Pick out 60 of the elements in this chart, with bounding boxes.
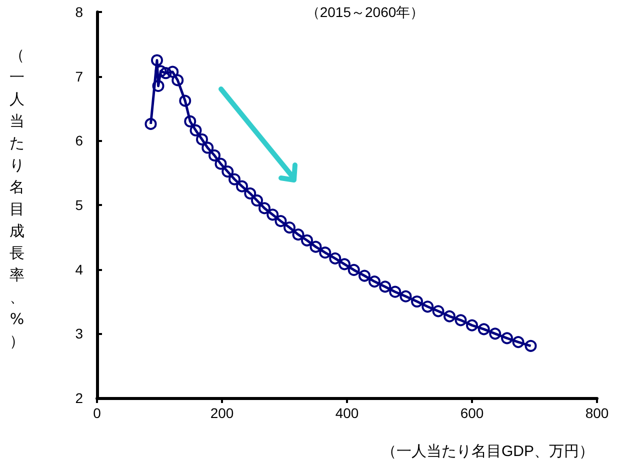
point <box>172 74 184 86</box>
point <box>202 142 214 154</box>
point <box>422 300 434 313</box>
point <box>179 94 192 107</box>
point <box>444 310 456 322</box>
y-tick-label: 8 <box>75 4 84 20</box>
point <box>228 173 240 186</box>
y-tick-label: 5 <box>75 197 84 213</box>
chart-title: （2015～2060年） <box>306 4 424 20</box>
point <box>466 319 478 332</box>
point <box>478 323 490 336</box>
point <box>379 280 392 293</box>
point <box>292 228 304 241</box>
point <box>389 286 402 298</box>
point <box>310 240 322 253</box>
point <box>251 194 263 206</box>
x-tick-label: 800 <box>585 405 609 421</box>
point <box>411 296 423 308</box>
point <box>319 246 332 259</box>
x-tick-label: 0 <box>93 405 102 421</box>
point <box>196 133 208 146</box>
y-tick-label: 7 <box>75 68 84 84</box>
point <box>152 80 164 92</box>
x-tick-label: 600 <box>460 405 484 421</box>
point <box>400 290 412 302</box>
point <box>301 234 313 246</box>
y-tick-label: 3 <box>75 326 84 342</box>
point <box>190 124 202 136</box>
y-tick-label: 4 <box>75 261 84 278</box>
point <box>368 276 380 288</box>
point <box>329 252 342 264</box>
point <box>166 66 179 78</box>
y-tick-label: 2 <box>75 390 84 406</box>
point <box>338 258 350 270</box>
point <box>222 166 234 178</box>
point <box>501 332 513 344</box>
point <box>244 187 256 200</box>
point <box>512 336 524 348</box>
text: （一人当たり名目成長率、%） <box>10 46 24 350</box>
point <box>454 314 467 326</box>
point <box>284 222 296 234</box>
point <box>258 202 270 214</box>
point <box>524 340 537 352</box>
point <box>236 180 248 192</box>
point <box>144 118 157 130</box>
point <box>358 270 370 282</box>
point <box>274 215 287 228</box>
point <box>160 67 172 80</box>
point <box>348 264 360 276</box>
x-axis-title: （一人当たり名目GDP、万円） <box>381 443 594 460</box>
point <box>432 305 444 318</box>
point <box>266 208 279 221</box>
y-tick-label: 6 <box>75 132 84 149</box>
point <box>489 328 502 340</box>
x-tick-label: 200 <box>210 405 234 421</box>
point <box>151 54 163 66</box>
point <box>214 158 227 170</box>
point <box>208 149 220 162</box>
point <box>184 115 196 128</box>
x-tick-label: 400 <box>335 405 359 421</box>
